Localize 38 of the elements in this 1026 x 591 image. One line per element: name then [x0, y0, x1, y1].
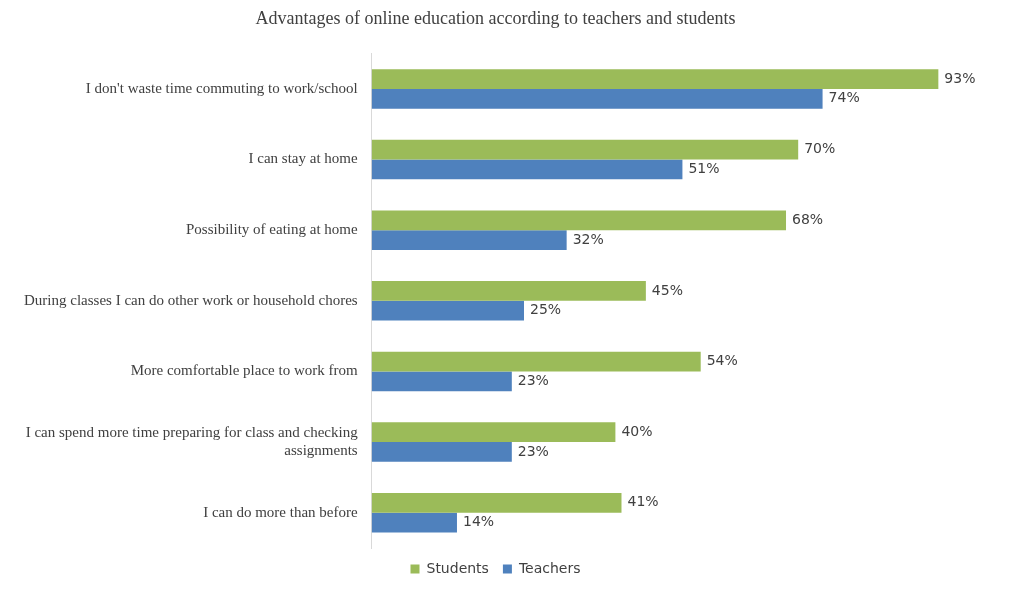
data-label: 70%: [804, 140, 836, 157]
y-tick-label: Possibility of eating at home: [186, 221, 358, 238]
data-label: 25%: [530, 301, 562, 318]
data-label: 23%: [517, 442, 549, 459]
data-label: 45%: [651, 281, 683, 298]
data-label: 74%: [828, 89, 860, 106]
y-tick-label: During classes I can do other work or household chores: [23, 291, 358, 308]
data-label: 14%: [462, 513, 495, 530]
y-tick-label: I can spend more time preparing for class and checking assignments: [25, 423, 359, 458]
legend-label: Teachers: [517, 559, 581, 576]
data-label: 68%: [792, 210, 824, 227]
bar: [371, 351, 701, 372]
legend-label: Students: [426, 559, 489, 576]
bar: [371, 88, 823, 109]
data-label: 51%: [688, 160, 720, 177]
data-label: 23%: [517, 371, 549, 388]
bar: [371, 210, 787, 231]
bar: [371, 230, 567, 250]
y-tick-label: I can stay at home: [248, 150, 358, 167]
y-tick-label: More comfortable place to work from: [130, 362, 358, 379]
data-label: 40%: [621, 422, 653, 439]
chart-title: Advantages of online education according to teachers and students: [255, 7, 736, 28]
data-label: 54%: [706, 352, 738, 369]
data-label: 93%: [944, 69, 976, 86]
bar: [371, 139, 799, 160]
data-label: 32%: [572, 230, 604, 247]
bar: [371, 69, 939, 89]
bar: [371, 159, 683, 180]
bar: [371, 492, 622, 513]
bar: [371, 442, 512, 462]
data-label: 41%: [627, 493, 659, 510]
bar: [371, 371, 512, 392]
bar: [371, 422, 616, 443]
bar: [371, 512, 457, 533]
bar: [371, 300, 524, 321]
y-tick-label: I can do more than before: [203, 503, 358, 520]
bar: [371, 281, 646, 301]
y-tick-label: I don't waste time commuting to work/school: [85, 79, 358, 96]
